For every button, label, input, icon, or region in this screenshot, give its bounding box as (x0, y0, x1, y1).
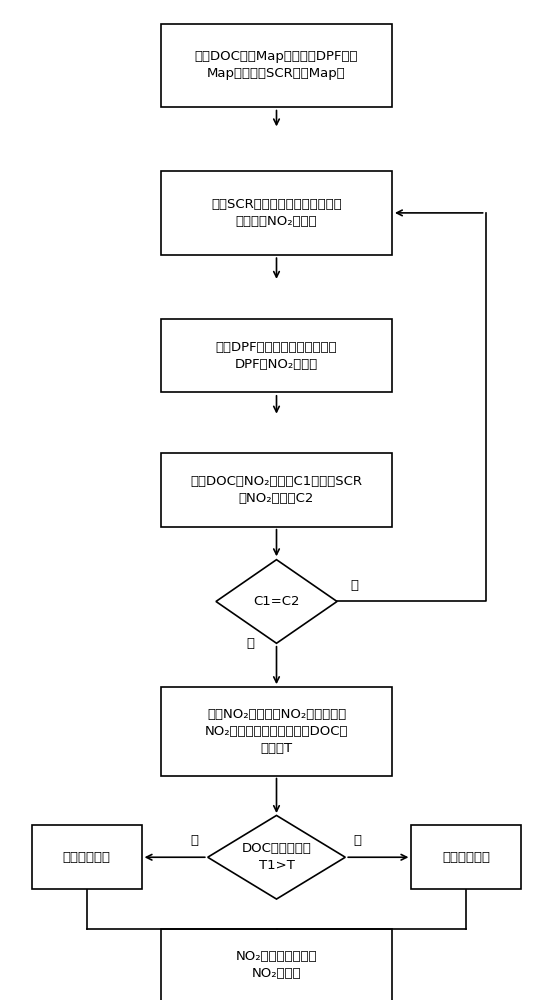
Text: 获取DOC的NO₂生成量C1，计算SCR
的NO₂输入量C2: 获取DOC的NO₂生成量C1，计算SCR 的NO₂输入量C2 (190, 475, 363, 505)
FancyBboxPatch shape (161, 453, 392, 527)
Text: 获取DPF反应温度和压差，确定
DPF内NO₂消耗量: 获取DPF反应温度和压差，确定 DPF内NO₂消耗量 (216, 341, 337, 371)
FancyBboxPatch shape (161, 929, 392, 1000)
Text: 获取SCR反应温度，根据所需反应
效率确定NO₂需求量: 获取SCR反应温度，根据所需反应 效率确定NO₂需求量 (211, 198, 342, 228)
FancyBboxPatch shape (411, 825, 521, 889)
FancyBboxPatch shape (161, 687, 392, 776)
Text: DOC的反应温度
T1>T: DOC的反应温度 T1>T (242, 842, 311, 872)
Polygon shape (208, 815, 345, 899)
Text: NO₂生成量等于目标
NO₂生成量: NO₂生成量等于目标 NO₂生成量 (236, 950, 317, 980)
Text: 否: 否 (353, 834, 362, 847)
Text: C1=C2: C1=C2 (253, 595, 300, 608)
FancyBboxPatch shape (161, 24, 392, 107)
Text: 是: 是 (190, 834, 199, 847)
Polygon shape (216, 560, 337, 643)
FancyBboxPatch shape (161, 171, 392, 255)
Text: 是: 是 (351, 579, 359, 592)
Text: 降低喷油速率: 降低喷油速率 (62, 851, 111, 864)
FancyBboxPatch shape (32, 825, 142, 889)
Text: 根据NO₂需求量和NO₂消耗量计算
NO₂目标生成量，确定目标DOC反
应温度T: 根据NO₂需求量和NO₂消耗量计算 NO₂目标生成量，确定目标DOC反 应温度T (205, 708, 348, 755)
Text: 提高喷油速率: 提高喷油速率 (442, 851, 491, 864)
FancyBboxPatch shape (161, 319, 392, 392)
Text: 否: 否 (247, 637, 254, 650)
Text: 建立DOC反应Map图，建立DPF反应
Map图，建立SCR反应Map图: 建立DOC反应Map图，建立DPF反应 Map图，建立SCR反应Map图 (195, 50, 358, 80)
